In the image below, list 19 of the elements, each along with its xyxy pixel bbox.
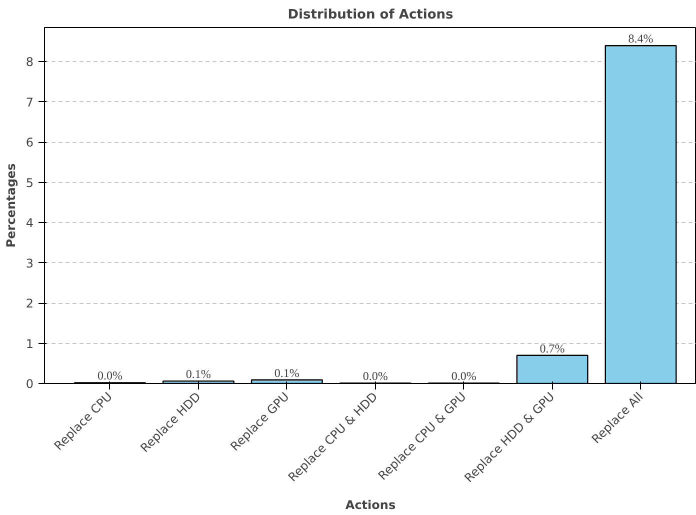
data-label: 8.4% xyxy=(628,32,654,46)
data-label: 0.0% xyxy=(362,369,388,384)
x-axis-title: Actions xyxy=(345,498,396,512)
y-tick-label: 4 xyxy=(26,216,34,230)
y-axis-title: Percentages xyxy=(4,163,18,248)
y-tick-label: 5 xyxy=(26,176,34,190)
y-tick-label: 3 xyxy=(26,256,34,270)
data-label: 0.1% xyxy=(274,366,300,380)
y-tick-label: 2 xyxy=(26,296,34,311)
y-tick-label: 7 xyxy=(26,95,34,110)
data-label: 0.7% xyxy=(540,341,565,356)
y-tick-label: 1 xyxy=(26,336,34,351)
data-label: 0.0% xyxy=(451,369,476,384)
y-tick-label: 8 xyxy=(26,55,34,70)
chart-title: Distribution of Actions xyxy=(288,8,454,22)
data-label: 0.1% xyxy=(186,367,211,382)
data-label: 0.0% xyxy=(97,368,122,383)
y-tick-label: 0 xyxy=(26,377,34,391)
y-tick-label: 6 xyxy=(26,136,34,150)
